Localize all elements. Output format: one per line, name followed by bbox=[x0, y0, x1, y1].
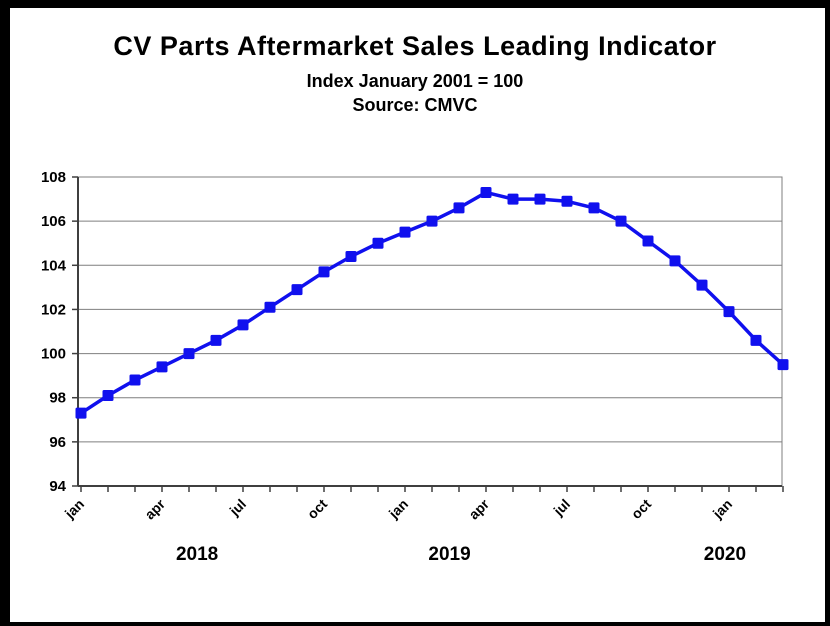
data-point-marker bbox=[480, 186, 492, 198]
y-tick-label: 108 bbox=[41, 169, 66, 186]
data-point-marker bbox=[291, 284, 303, 296]
chart-title: CV Parts Aftermarket Sales Leading Indic… bbox=[113, 31, 717, 61]
year-label: 2020 bbox=[704, 544, 746, 565]
data-point-marker bbox=[75, 407, 87, 419]
month-label: jan bbox=[709, 496, 735, 522]
data-point-marker bbox=[669, 255, 681, 267]
data-point-marker bbox=[183, 348, 195, 360]
data-point-marker bbox=[426, 215, 438, 227]
month-label: jul bbox=[550, 496, 574, 520]
data-point-marker bbox=[237, 319, 249, 331]
data-point-marker bbox=[588, 202, 600, 214]
year-labels: 2018 2019 2020 bbox=[176, 544, 746, 565]
data-point-marker bbox=[642, 235, 654, 247]
month-label: apr bbox=[141, 495, 168, 522]
y-tick-label: 104 bbox=[41, 257, 67, 274]
data-point-marker bbox=[156, 361, 168, 373]
month-label: oct bbox=[628, 496, 654, 522]
data-point-marker bbox=[264, 301, 276, 313]
data-point-marker bbox=[723, 306, 735, 318]
data-point-marker bbox=[534, 193, 546, 205]
month-label: jan bbox=[385, 496, 411, 522]
y-tick-label: 102 bbox=[41, 301, 66, 318]
year-label: 2019 bbox=[428, 544, 470, 565]
y-tick-label: 96 bbox=[49, 434, 66, 451]
y-tick-label: 106 bbox=[41, 213, 66, 230]
data-point-marker bbox=[318, 266, 330, 278]
chart-subtitle: Index January 2001 = 100 bbox=[306, 71, 524, 91]
data-point-marker bbox=[696, 279, 708, 291]
x-axis-month-labels: jan apr jul oct jan apr jul oct jan bbox=[61, 495, 735, 522]
x-axis-ticks bbox=[80, 486, 784, 492]
year-label: 2018 bbox=[176, 544, 218, 565]
data-point-marker bbox=[102, 390, 114, 402]
data-point-marker bbox=[507, 193, 519, 205]
month-label: oct bbox=[304, 496, 330, 522]
y-tick-label: 100 bbox=[41, 346, 66, 363]
chart-header: CV Parts Aftermarket Sales Leading Indic… bbox=[0, 30, 830, 117]
data-point-marker bbox=[210, 334, 222, 346]
data-point-marker bbox=[561, 195, 573, 207]
data-point-marker bbox=[399, 226, 411, 238]
month-label: jul bbox=[226, 496, 250, 520]
data-point-marker bbox=[345, 250, 357, 262]
y-axis-labels: 94 96 98 100 102 104 106 108 bbox=[41, 169, 67, 495]
data-point-marker bbox=[129, 374, 141, 386]
data-point-marker bbox=[615, 215, 627, 227]
data-point-markers bbox=[75, 186, 789, 419]
gridlines bbox=[78, 220, 782, 443]
data-point-marker bbox=[453, 202, 465, 214]
month-label: apr bbox=[465, 495, 492, 522]
data-point-marker bbox=[777, 359, 789, 371]
month-label: jan bbox=[61, 496, 87, 522]
y-tick-label: 98 bbox=[49, 390, 66, 407]
chart-source-note: Source: CMVC bbox=[352, 95, 478, 115]
y-axis-ticks bbox=[72, 176, 78, 487]
data-point-marker bbox=[750, 334, 762, 346]
y-tick-label: 94 bbox=[49, 478, 66, 495]
data-point-marker bbox=[372, 237, 384, 249]
